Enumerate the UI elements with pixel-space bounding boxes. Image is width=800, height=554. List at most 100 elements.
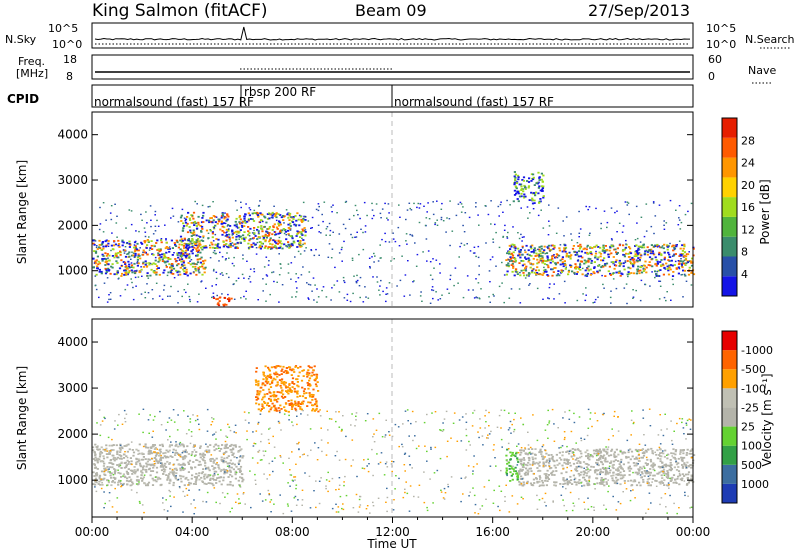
echo-cell (596, 462, 599, 465)
echo-cell (619, 263, 622, 266)
echo-cell (278, 422, 281, 424)
echo-cell (408, 202, 411, 204)
echo-cell (98, 477, 101, 480)
echo-cell (520, 189, 523, 191)
echo-cell (174, 245, 178, 247)
echo-cell (169, 478, 172, 481)
echo-cell (176, 264, 179, 267)
echo-cell (514, 259, 517, 262)
echo-cell (169, 258, 172, 260)
echo-cell (239, 486, 242, 488)
echo-cell (569, 264, 572, 267)
echo-cell (576, 242, 579, 244)
echo-cell (541, 188, 544, 191)
echo-cell (156, 219, 158, 222)
echo-cell (187, 453, 190, 455)
echo-cell (212, 295, 215, 298)
echo-cell (553, 484, 556, 487)
echo-cell (686, 448, 689, 451)
echo-cell (682, 427, 685, 429)
echo-cell (598, 269, 601, 272)
echo-cell (446, 440, 449, 442)
echo-cell (692, 273, 696, 276)
echo-cell (164, 462, 167, 465)
echo-cell (683, 433, 685, 435)
echo-cell (211, 482, 214, 485)
echo-cell (195, 225, 198, 227)
echo-cell (96, 248, 99, 250)
echo-cell (217, 242, 220, 245)
echo-cell (132, 471, 135, 473)
echo-cell (255, 370, 258, 373)
echo-cell (411, 410, 414, 413)
echo-cell (637, 253, 639, 255)
echo-cell (636, 473, 639, 476)
echo-cell (142, 262, 145, 265)
echo-cell (478, 224, 480, 226)
echo-cell (351, 439, 354, 441)
echo-cell (144, 263, 147, 266)
echo-cell (343, 281, 346, 284)
echo-cell (544, 252, 546, 255)
echo-cell (467, 289, 470, 291)
echo-cell (527, 186, 530, 189)
echo-cell (211, 221, 214, 224)
echo-cell (530, 247, 533, 250)
echo-cell (625, 243, 627, 245)
echo-cell (684, 264, 687, 266)
echo-cell (446, 217, 448, 219)
echo-cell (684, 464, 688, 466)
echo-cell (570, 479, 573, 481)
echo-cell (658, 245, 660, 247)
echo-cell (545, 271, 548, 273)
echo-cell (677, 224, 680, 226)
echo-cell (285, 410, 288, 412)
echo-cell (523, 236, 525, 238)
echo-cell (690, 202, 693, 205)
echo-cell (609, 245, 612, 248)
echo-cell (581, 485, 583, 487)
echo-cell (539, 476, 542, 479)
echo-cell (204, 259, 207, 262)
echo-cell (243, 411, 246, 413)
echo-cell (661, 461, 664, 464)
echo-cell (95, 472, 98, 474)
echo-cell (522, 466, 525, 469)
echo-cell (627, 256, 631, 258)
echo-cell (342, 415, 344, 417)
echo-cell (301, 228, 304, 231)
echo-cell (683, 463, 686, 466)
echo-cell (678, 267, 681, 270)
echo-cell (607, 479, 609, 481)
power-colorbar-swatch (722, 236, 737, 257)
echo-cell (277, 213, 280, 216)
echo-cell (211, 477, 215, 480)
echo-cell (293, 476, 295, 478)
echo-cell (407, 420, 409, 422)
echo-cell (239, 241, 242, 244)
echo-cell (234, 477, 237, 480)
echo-cell (227, 423, 229, 426)
echo-cell (201, 204, 204, 207)
echo-cell (424, 224, 427, 227)
echo-cell (140, 241, 143, 244)
echo-cell (215, 501, 217, 504)
echo-cell (625, 456, 628, 459)
echo-cell (644, 260, 647, 263)
echo-cell (151, 477, 154, 480)
echo-cell (678, 219, 681, 221)
echo-cell (518, 253, 521, 256)
echo-cell (113, 481, 116, 484)
echo-cell (169, 270, 172, 273)
echo-cell (207, 232, 210, 234)
echo-cell (338, 477, 341, 479)
echo-cell (550, 472, 553, 475)
echo-cell (604, 471, 608, 474)
echo-cell (604, 460, 607, 463)
echo-cell (518, 254, 521, 257)
echo-cell (281, 378, 284, 381)
echo-cell (313, 365, 316, 368)
echo-cell (273, 393, 276, 396)
echo-cell (201, 458, 204, 460)
echo-cell (647, 249, 650, 252)
